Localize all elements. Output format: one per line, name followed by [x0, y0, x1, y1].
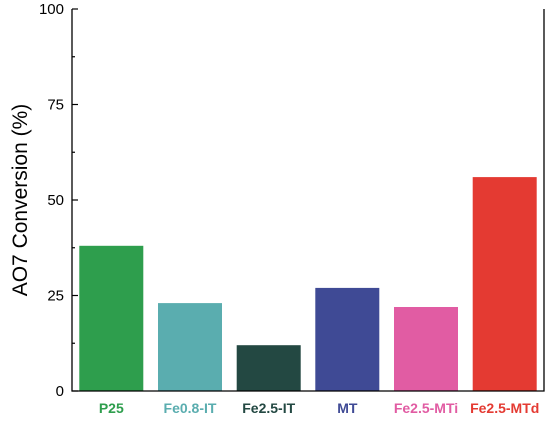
x-tick-label: Fe2.5-MTd — [470, 400, 539, 416]
y-tick-label: 100 — [39, 1, 64, 18]
y-axis-title: AO7 Conversion (%) — [9, 104, 32, 297]
bars-group — [79, 177, 537, 391]
y-tick-label: 25 — [47, 288, 64, 305]
bar-fe0-8-it — [158, 303, 222, 391]
bar-fe2-5-mti — [394, 307, 458, 391]
bar-fe2-5-mtd — [472, 177, 537, 391]
y-tick-label: 75 — [47, 97, 64, 114]
bar-fe2-5-it — [236, 345, 301, 391]
bar-p25 — [79, 245, 144, 391]
bar-mt — [315, 287, 380, 391]
x-tick-label: Fe2.5-MTi — [394, 400, 458, 416]
labels-group: P25 Fe0.8-IT Fe2.5-IT MT Fe2.5-MTi Fe2.5-MTd 0… — [39, 1, 539, 416]
x-tick-label: Fe2.5-IT — [242, 400, 295, 416]
y-tick-label: 0 — [56, 383, 64, 400]
axes-group — [71, 8, 545, 392]
x-tick-label: MT — [337, 400, 358, 416]
x-tick-label: Fe0.8-IT — [164, 400, 217, 416]
x-tick-label: P25 — [99, 400, 124, 416]
y-tick-label: 50 — [47, 192, 64, 209]
